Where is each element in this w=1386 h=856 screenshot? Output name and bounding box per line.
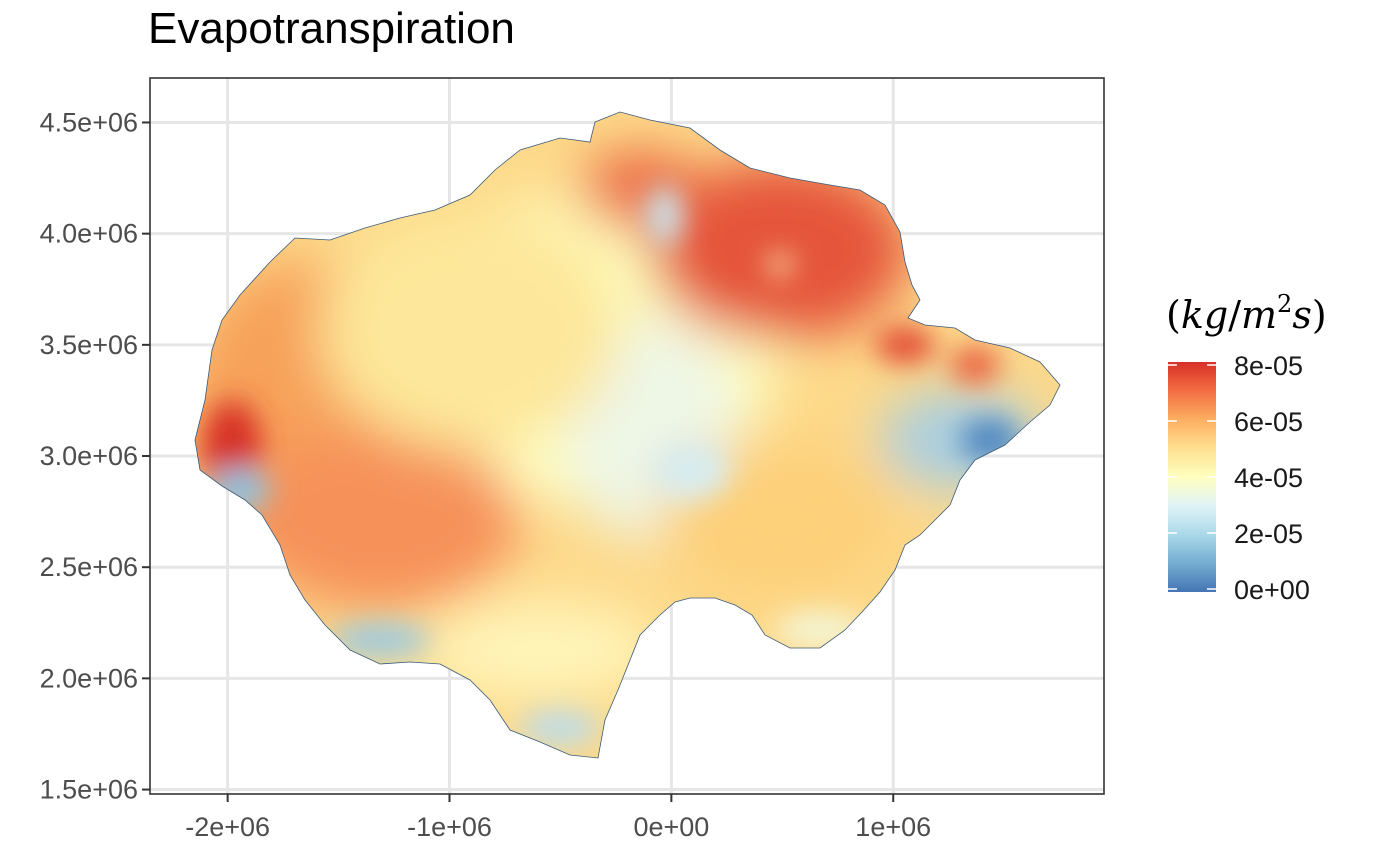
x-axis: -2e+06 -1e+06 0e+00 1e+06 <box>185 794 931 842</box>
y-tick-label-1: 2.0e+06 <box>40 663 138 693</box>
chart-title: Evapotranspiration <box>148 4 515 53</box>
x-tick-label-1: -1e+06 <box>407 812 492 842</box>
legend-title: (kg/m2s) <box>1166 290 1327 337</box>
basin-outline <box>194 111 1061 759</box>
legend-title-exp: 2 <box>1277 290 1292 318</box>
legend-title-slash: / <box>1228 293 1241 337</box>
legend-ticks: 8e-05 6e-05 4e-05 2e-05 0e+00 <box>1168 351 1310 605</box>
y-tick-label-6: 4.5e+06 <box>40 107 138 137</box>
y-tick-label-5: 4.0e+06 <box>40 219 138 249</box>
y-tick-label-2: 2.5e+06 <box>40 552 138 582</box>
legend-label-1: 6e-05 <box>1234 407 1303 437</box>
x-tick-label-0: -2e+06 <box>185 812 270 842</box>
raster-fine-patches <box>202 185 1020 746</box>
plot-panel-border <box>149 77 1105 795</box>
legend: (kg/m2s) 8e-05 6e-05 4e-05 2e-05 0e+00 <box>1166 290 1327 605</box>
legend-title-kg: kg <box>1181 293 1228 337</box>
y-tick-label-4: 3.5e+06 <box>40 330 138 360</box>
y-tick-label-3: 3.0e+06 <box>40 441 138 471</box>
legend-label-4: 0e+00 <box>1234 575 1310 605</box>
legend-title-close: ) <box>1312 293 1327 337</box>
y-tick-label-0: 1.5e+06 <box>40 775 138 805</box>
legend-label-0: 8e-05 <box>1234 351 1303 381</box>
legend-title-s: s <box>1292 293 1312 337</box>
legend-label-3: 2e-05 <box>1234 519 1303 549</box>
x-tick-label-3: 1e+06 <box>855 812 931 842</box>
legend-title-open: ( <box>1166 293 1181 337</box>
y-axis: 1.5e+06 2.0e+06 2.5e+06 3.0e+06 3.5e+06 4.0e+… <box>40 107 150 805</box>
legend-title-m: m <box>1241 293 1277 337</box>
legend-label-2: 4e-05 <box>1234 463 1303 493</box>
x-tick-label-2: 0e+00 <box>633 812 709 842</box>
